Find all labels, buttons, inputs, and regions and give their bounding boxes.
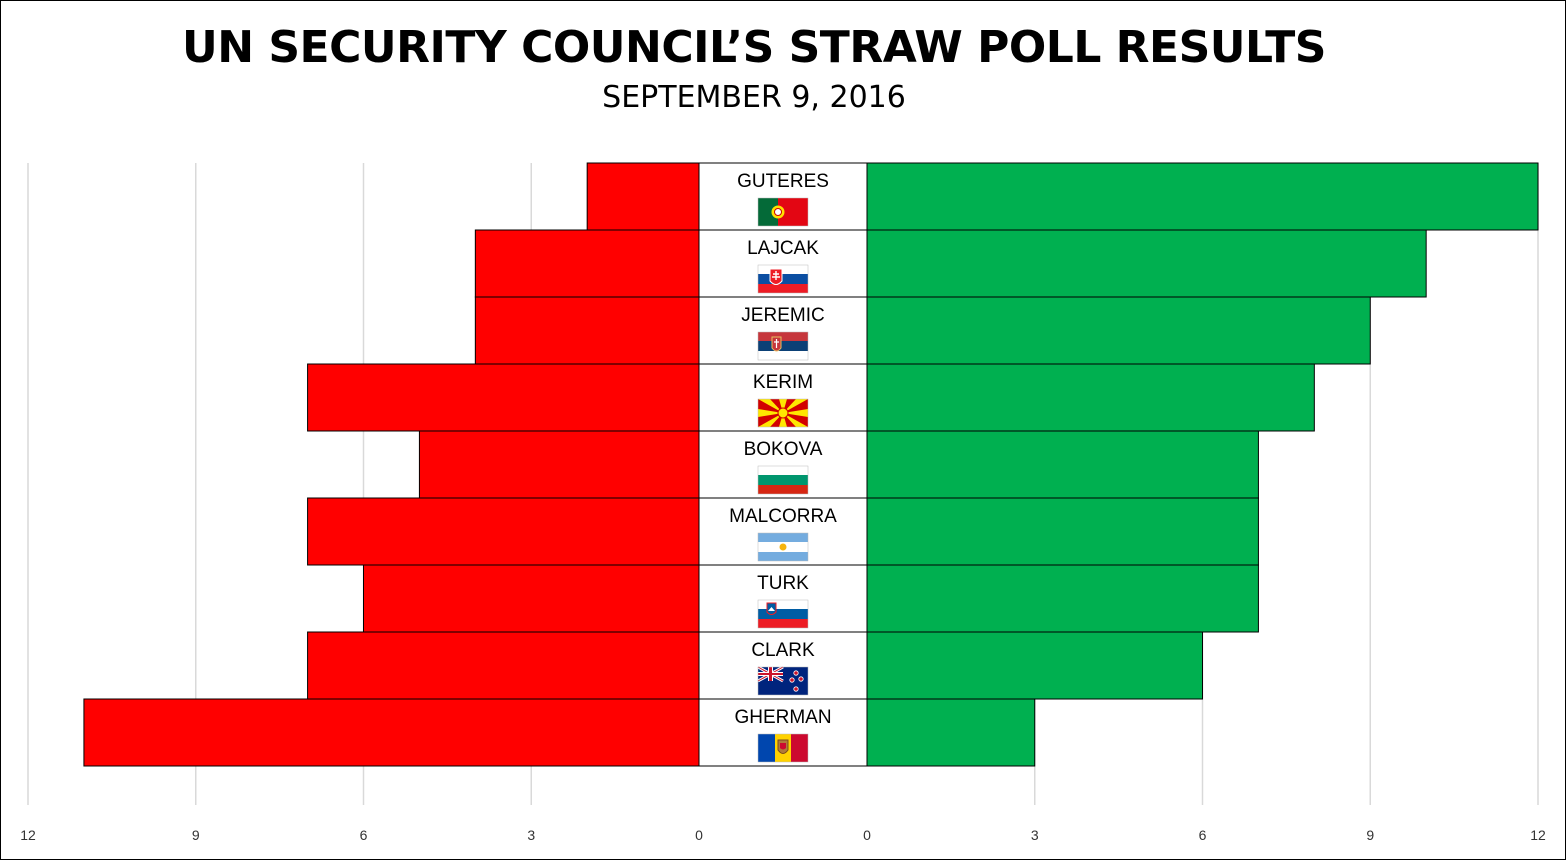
candidate-name: LAJCAK bbox=[747, 238, 819, 259]
bar-encourage-clark bbox=[866, 631, 1203, 700]
bar-discourage-jeremic bbox=[474, 296, 700, 365]
bar-encourage-turk bbox=[866, 564, 1259, 633]
tick-label-left: 6 bbox=[360, 827, 368, 843]
bulgaria-flag-icon bbox=[757, 465, 809, 495]
argentina-flag-icon bbox=[757, 532, 809, 562]
slovakia-flag-icon bbox=[757, 264, 809, 294]
bar-discourage-clark bbox=[307, 631, 700, 700]
axis-ticks: 12 9 6 3 0 0 3 6 9 12 bbox=[20, 827, 1546, 843]
bar-discourage-bokova bbox=[418, 430, 700, 499]
portugal-flag-icon bbox=[757, 197, 809, 227]
bar-discourage-lajcak bbox=[474, 229, 700, 298]
bar-discourage-kerim bbox=[307, 363, 700, 432]
tick-label-right: 6 bbox=[1199, 827, 1207, 843]
bar-encourage-kerim bbox=[866, 363, 1315, 432]
bar-discourage-guteres bbox=[586, 162, 700, 231]
bar-discourage-gherman bbox=[83, 698, 700, 767]
new-zealand-flag-icon bbox=[757, 665, 809, 696]
bar-encourage-lajcak bbox=[866, 229, 1427, 298]
tick-label-left: 0 bbox=[695, 827, 703, 843]
candidate-name: MALCORRA bbox=[729, 506, 837, 527]
moldova-flag-icon bbox=[757, 733, 809, 763]
tick-label-left: 3 bbox=[527, 827, 535, 843]
bar-encourage-guteres bbox=[866, 162, 1539, 231]
bar-encourage-bokova bbox=[866, 430, 1259, 499]
candidate-name: TURK bbox=[757, 573, 809, 594]
bar-encourage-gherman bbox=[866, 698, 1036, 767]
tick-label-right: 9 bbox=[1366, 827, 1374, 843]
chart-title: UN SECURITY COUNCIL’S STRAW POLL RESULTS bbox=[181, 22, 1327, 73]
tick-label-right: 3 bbox=[1031, 827, 1039, 843]
candidate-name: KERIM bbox=[753, 372, 813, 393]
bar-encourage-jeremic bbox=[866, 296, 1371, 365]
tick-label-left: 12 bbox=[20, 827, 36, 843]
macedonia-flag-icon bbox=[757, 398, 809, 428]
candidate-name: BOKOVA bbox=[744, 439, 823, 460]
serbia-flag-icon bbox=[757, 331, 809, 361]
candidate-name: GHERMAN bbox=[734, 707, 831, 728]
tick-label-right: 0 bbox=[863, 827, 871, 843]
bar-discourage-malcorra bbox=[307, 497, 700, 566]
bar-discourage-turk bbox=[363, 564, 700, 633]
slovenia-flag-icon bbox=[757, 599, 809, 629]
candidate-labels: GUTERES LAJCAK JEREMIC KERIM BOKOVA MALCORRA T… bbox=[698, 162, 868, 767]
candidate-name: JEREMIC bbox=[741, 305, 824, 326]
chart-subtitle: SEPTEMBER 9, 2016 bbox=[602, 80, 906, 115]
candidate-name: GUTERES bbox=[737, 171, 829, 192]
candidate-name: CLARK bbox=[751, 640, 815, 661]
tick-label-right: 12 bbox=[1530, 827, 1546, 843]
tick-label-left: 9 bbox=[192, 827, 200, 843]
bar-encourage-malcorra bbox=[866, 497, 1259, 566]
